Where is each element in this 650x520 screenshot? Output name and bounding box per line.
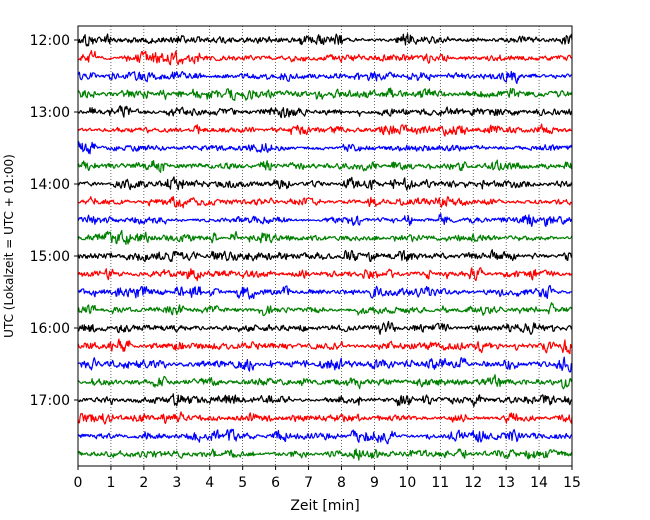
trace-1245 — [77, 87, 573, 102]
y-axis-label: UTC (Lokalzeit = UTC + 01:00) — [2, 154, 16, 338]
trace-1745 — [77, 448, 573, 461]
trace-1730 — [77, 428, 573, 445]
trace-1700 — [77, 393, 573, 407]
trace-series-group — [77, 33, 573, 461]
trace-1600 — [77, 320, 573, 335]
plot-frame — [77, 25, 573, 467]
trace-1445 — [77, 229, 573, 245]
x-tick-label: 15 — [563, 475, 581, 491]
trace-1330 — [77, 141, 573, 155]
x-tick-label: 8 — [337, 475, 346, 491]
trace-1545 — [77, 302, 573, 317]
y-tick-label: 12:00 — [30, 33, 70, 49]
x-tick-label: 6 — [271, 475, 280, 491]
trace-1400 — [77, 176, 573, 191]
trace-1645 — [77, 374, 573, 390]
x-tick-label: 7 — [304, 475, 313, 491]
trace-1300 — [77, 105, 573, 119]
trace-1515 — [77, 267, 573, 282]
y-tick-label: 16:00 — [30, 321, 70, 337]
x-tick-label: 2 — [139, 475, 148, 491]
trace-1530 — [77, 284, 573, 300]
x-tick-label: 4 — [205, 475, 214, 491]
grid-lines — [110, 26, 540, 466]
x-tick-label: 11 — [431, 475, 449, 491]
x-tick-label: 14 — [530, 475, 548, 491]
trace-1430 — [77, 213, 573, 228]
y-tick-label: 13:00 — [30, 105, 70, 121]
x-tick-label: 12 — [464, 475, 482, 491]
y-tick-label: 17:00 — [30, 393, 70, 409]
trace-1615 — [77, 338, 573, 355]
trace-1200 — [77, 33, 573, 47]
trace-1345 — [77, 159, 573, 173]
trace-1715 — [77, 411, 573, 425]
trace-1415 — [77, 195, 573, 209]
trace-1315 — [78, 123, 573, 137]
trace-1500 — [77, 249, 573, 263]
x-tick-label: 5 — [238, 475, 247, 491]
trace-1215 — [77, 50, 573, 66]
x-axis-ticks: 0 1 2 3 4 5 6 7 8 9 10 11 12 13 14 15 — [74, 466, 581, 491]
x-tick-label: 0 — [74, 475, 83, 491]
y-tick-label: 14:00 — [30, 177, 70, 193]
trace-1230 — [77, 70, 573, 85]
x-tick-label: 3 — [172, 475, 181, 491]
x-tick-label: 10 — [398, 475, 416, 491]
y-tick-label: 15:00 — [30, 249, 70, 265]
y-axis-ticks: 12:00 13:00 14:00 15:00 16:00 17:00 — [30, 33, 78, 409]
x-tick-label: 9 — [370, 475, 379, 491]
x-axis-label: Zeit [min] — [290, 498, 359, 514]
x-tick-label: 13 — [497, 475, 515, 491]
trace-1630 — [77, 356, 573, 373]
x-tick-label: 1 — [106, 475, 115, 491]
